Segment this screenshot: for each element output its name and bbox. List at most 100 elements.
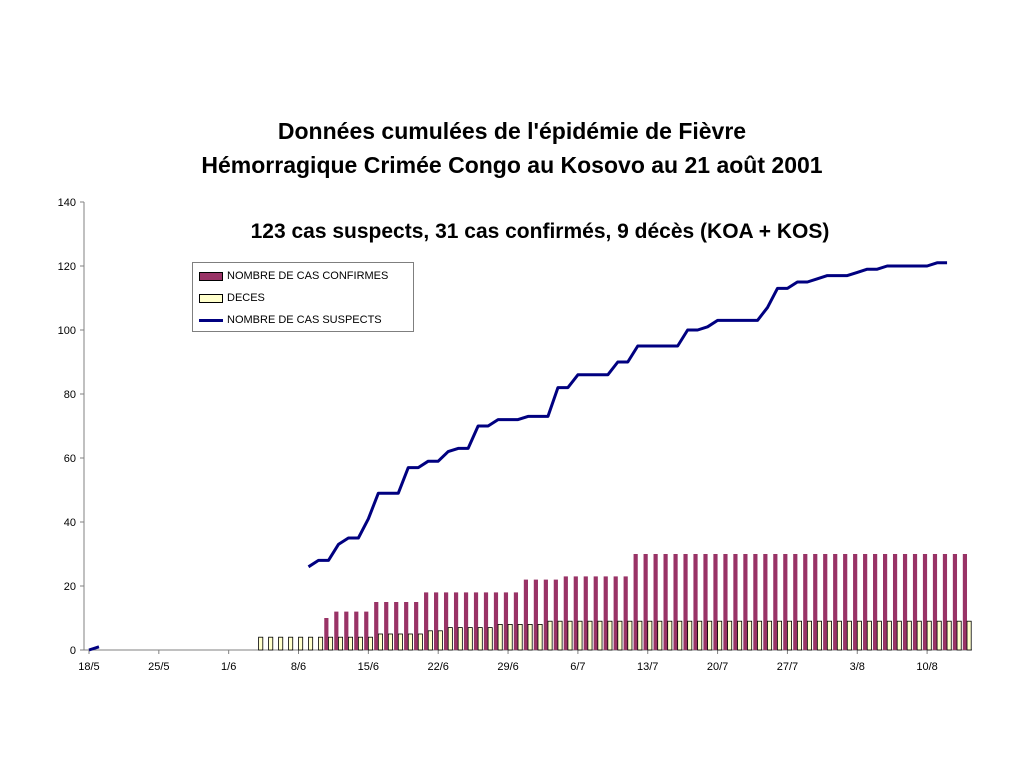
deaths-bar xyxy=(258,636,264,651)
deaths-bar xyxy=(876,620,882,651)
deaths-bar xyxy=(457,627,463,651)
deaths-bar xyxy=(367,636,373,651)
deaths-bar xyxy=(397,633,403,651)
deaths-bar xyxy=(348,636,353,651)
confirmed-bar xyxy=(364,611,369,650)
confirmed-bar xyxy=(493,592,499,650)
legend-swatch-deaths xyxy=(199,293,223,303)
deaths-bar xyxy=(846,620,852,651)
deaths-bar xyxy=(577,620,583,651)
confirmed-bar xyxy=(404,602,409,650)
deaths-bar xyxy=(268,636,274,651)
x-tick-label: 15/6 xyxy=(358,661,379,673)
confirmed-bar xyxy=(434,592,439,650)
x-tick-label: 13/7 xyxy=(637,661,658,673)
deaths-bar xyxy=(796,620,802,651)
legend-swatch-confirmed xyxy=(199,271,223,281)
chart-title-line1: Données cumulées de l'épidémie de Fièvre xyxy=(277,118,747,144)
deaths-bar xyxy=(517,624,523,651)
confirmed-bar xyxy=(922,554,928,650)
confirmed-bar xyxy=(783,554,788,650)
deaths-bar xyxy=(886,620,892,651)
deaths-bar xyxy=(507,624,513,651)
x-tick-label: 8/6 xyxy=(291,661,306,673)
confirmed-bar xyxy=(932,554,938,650)
x-tick-label: 20/7 xyxy=(707,661,728,673)
deaths-bar xyxy=(777,620,783,651)
confirmed-bar xyxy=(583,576,588,650)
deaths-bar xyxy=(936,620,942,651)
confirmed-bar xyxy=(354,611,359,650)
confirmed-bar xyxy=(883,554,888,650)
deaths-bar xyxy=(467,627,473,651)
x-tick-label: 18/5 xyxy=(78,661,99,673)
deaths-bar xyxy=(417,633,423,651)
confirmed-bar xyxy=(763,554,768,650)
confirmed-bar xyxy=(863,554,868,650)
legend-label-deaths: DECES xyxy=(227,292,265,304)
deaths-bar xyxy=(866,620,872,651)
confirmed-bar xyxy=(683,554,688,650)
y-tick-label: 120 xyxy=(58,261,76,273)
deaths-bar xyxy=(487,627,493,651)
confirmed-bar xyxy=(833,554,838,650)
confirmed-bar xyxy=(733,554,738,650)
deaths-bar xyxy=(318,636,324,651)
confirmed-bar xyxy=(843,554,848,650)
confirmed-bar xyxy=(533,579,538,650)
deaths-bar xyxy=(377,633,383,651)
deaths-bar xyxy=(926,620,932,651)
confirmed-bar xyxy=(643,554,648,650)
deaths-bar xyxy=(477,627,483,651)
deaths-bar xyxy=(437,630,443,651)
confirmed-bar xyxy=(543,579,548,650)
confirmed-bar xyxy=(693,554,698,650)
x-tick-label: 6/7 xyxy=(570,661,585,673)
deaths-bar xyxy=(607,620,613,651)
deaths-bar xyxy=(707,620,713,651)
legend: NOMBRE DE CAS CONFIRMES DECES NOMBRE DE … xyxy=(192,262,414,332)
deaths-bar xyxy=(966,620,972,651)
confirmed-bar xyxy=(603,576,608,650)
confirmed-bar xyxy=(503,592,509,650)
legend-label-suspects: NOMBRE DE CAS SUSPECTS xyxy=(227,314,382,326)
confirmed-bar xyxy=(853,554,858,650)
deaths-bar xyxy=(836,620,842,651)
deaths-bar xyxy=(637,620,643,651)
confirmed-bar xyxy=(803,554,808,650)
deaths-bar xyxy=(826,620,832,651)
legend-item-confirmed: NOMBRE DE CAS CONFIRMES xyxy=(199,269,388,283)
confirmed-bar xyxy=(563,576,568,650)
deaths-bar xyxy=(806,620,812,651)
deaths-bar xyxy=(527,624,533,651)
suspects-line xyxy=(88,645,100,652)
confirmed-bar xyxy=(523,579,528,650)
x-tick-label: 27/7 xyxy=(777,661,798,673)
legend-line-suspects xyxy=(199,318,223,322)
deaths-bar xyxy=(308,636,314,651)
x-tick-label: 29/6 xyxy=(497,661,518,673)
confirmed-bar xyxy=(703,554,708,650)
legend-label-confirmed: NOMBRE DE CAS CONFIRMES xyxy=(227,270,389,282)
deaths-bar xyxy=(278,636,284,651)
deaths-bar xyxy=(787,620,793,651)
confirmed-bar xyxy=(902,554,908,650)
chart-subtitle: 123 cas suspects, 31 cas confirmés, 9 dé… xyxy=(250,220,830,243)
confirmed-bar xyxy=(633,554,638,650)
deaths-bar xyxy=(946,620,952,651)
confirmed-bar xyxy=(962,554,968,650)
confirmed-bar xyxy=(613,576,618,650)
chart-title-line2: Hémorragique Crimée Congo au Kosovo au 2… xyxy=(201,152,823,178)
confirmed-bar xyxy=(942,554,948,650)
deaths-bar xyxy=(956,620,962,651)
confirmed-bar xyxy=(553,579,558,650)
deaths-bar xyxy=(597,620,603,651)
confirmed-bar xyxy=(394,602,399,650)
deaths-bar xyxy=(328,636,334,651)
deaths-bar xyxy=(717,620,723,651)
deaths-bar xyxy=(757,620,763,651)
deaths-bar xyxy=(547,620,553,651)
deaths-bar xyxy=(298,636,304,651)
deaths-bar xyxy=(767,620,773,651)
deaths-bar xyxy=(288,636,294,651)
